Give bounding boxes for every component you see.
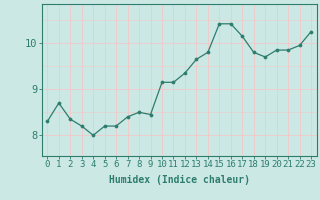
- X-axis label: Humidex (Indice chaleur): Humidex (Indice chaleur): [109, 175, 250, 185]
